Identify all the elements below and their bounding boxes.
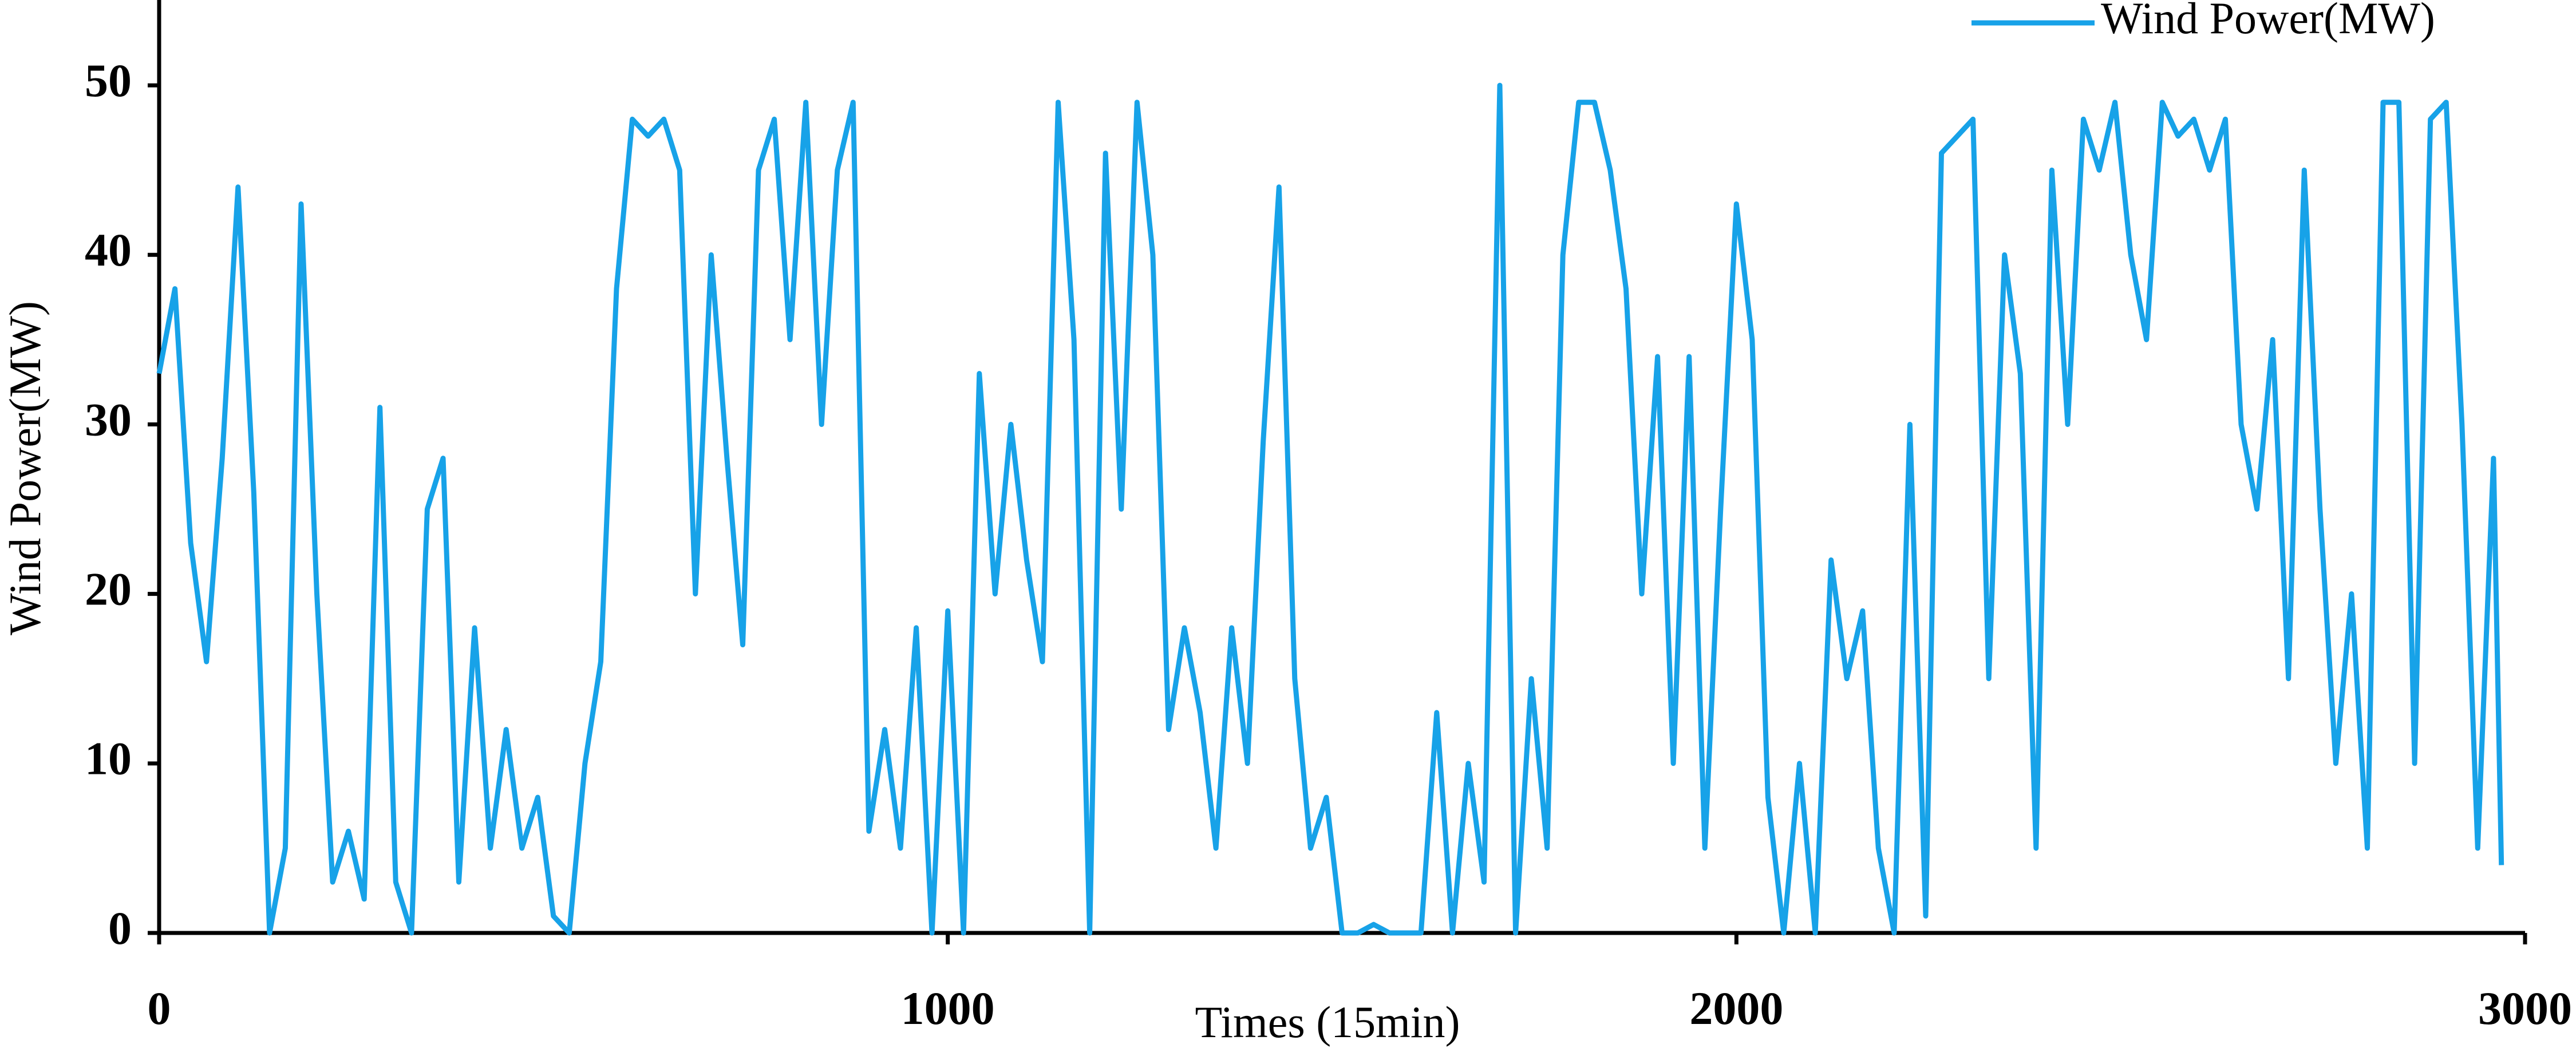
x-tick-label: 2000 <box>1689 982 1783 1034</box>
y-tick-label: 20 <box>85 563 132 615</box>
y-tick-label: 50 <box>85 54 132 106</box>
data-line <box>156 82 2504 936</box>
x-axis-title: Times (15min) <box>1195 997 1460 1047</box>
y-tick-label: 10 <box>85 733 132 785</box>
x-tick-label: 1000 <box>901 982 995 1034</box>
y-tick-label: 0 <box>108 902 132 954</box>
x-tick-label: 0 <box>148 982 171 1034</box>
x-tick-label: 3000 <box>2478 982 2572 1034</box>
y-tick-label: 40 <box>85 224 132 276</box>
y-axis-title: Wind Power(MW) <box>0 301 50 635</box>
y-tick-label: 30 <box>85 393 132 445</box>
legend-label: Wind Power(MW) <box>2101 0 2435 43</box>
